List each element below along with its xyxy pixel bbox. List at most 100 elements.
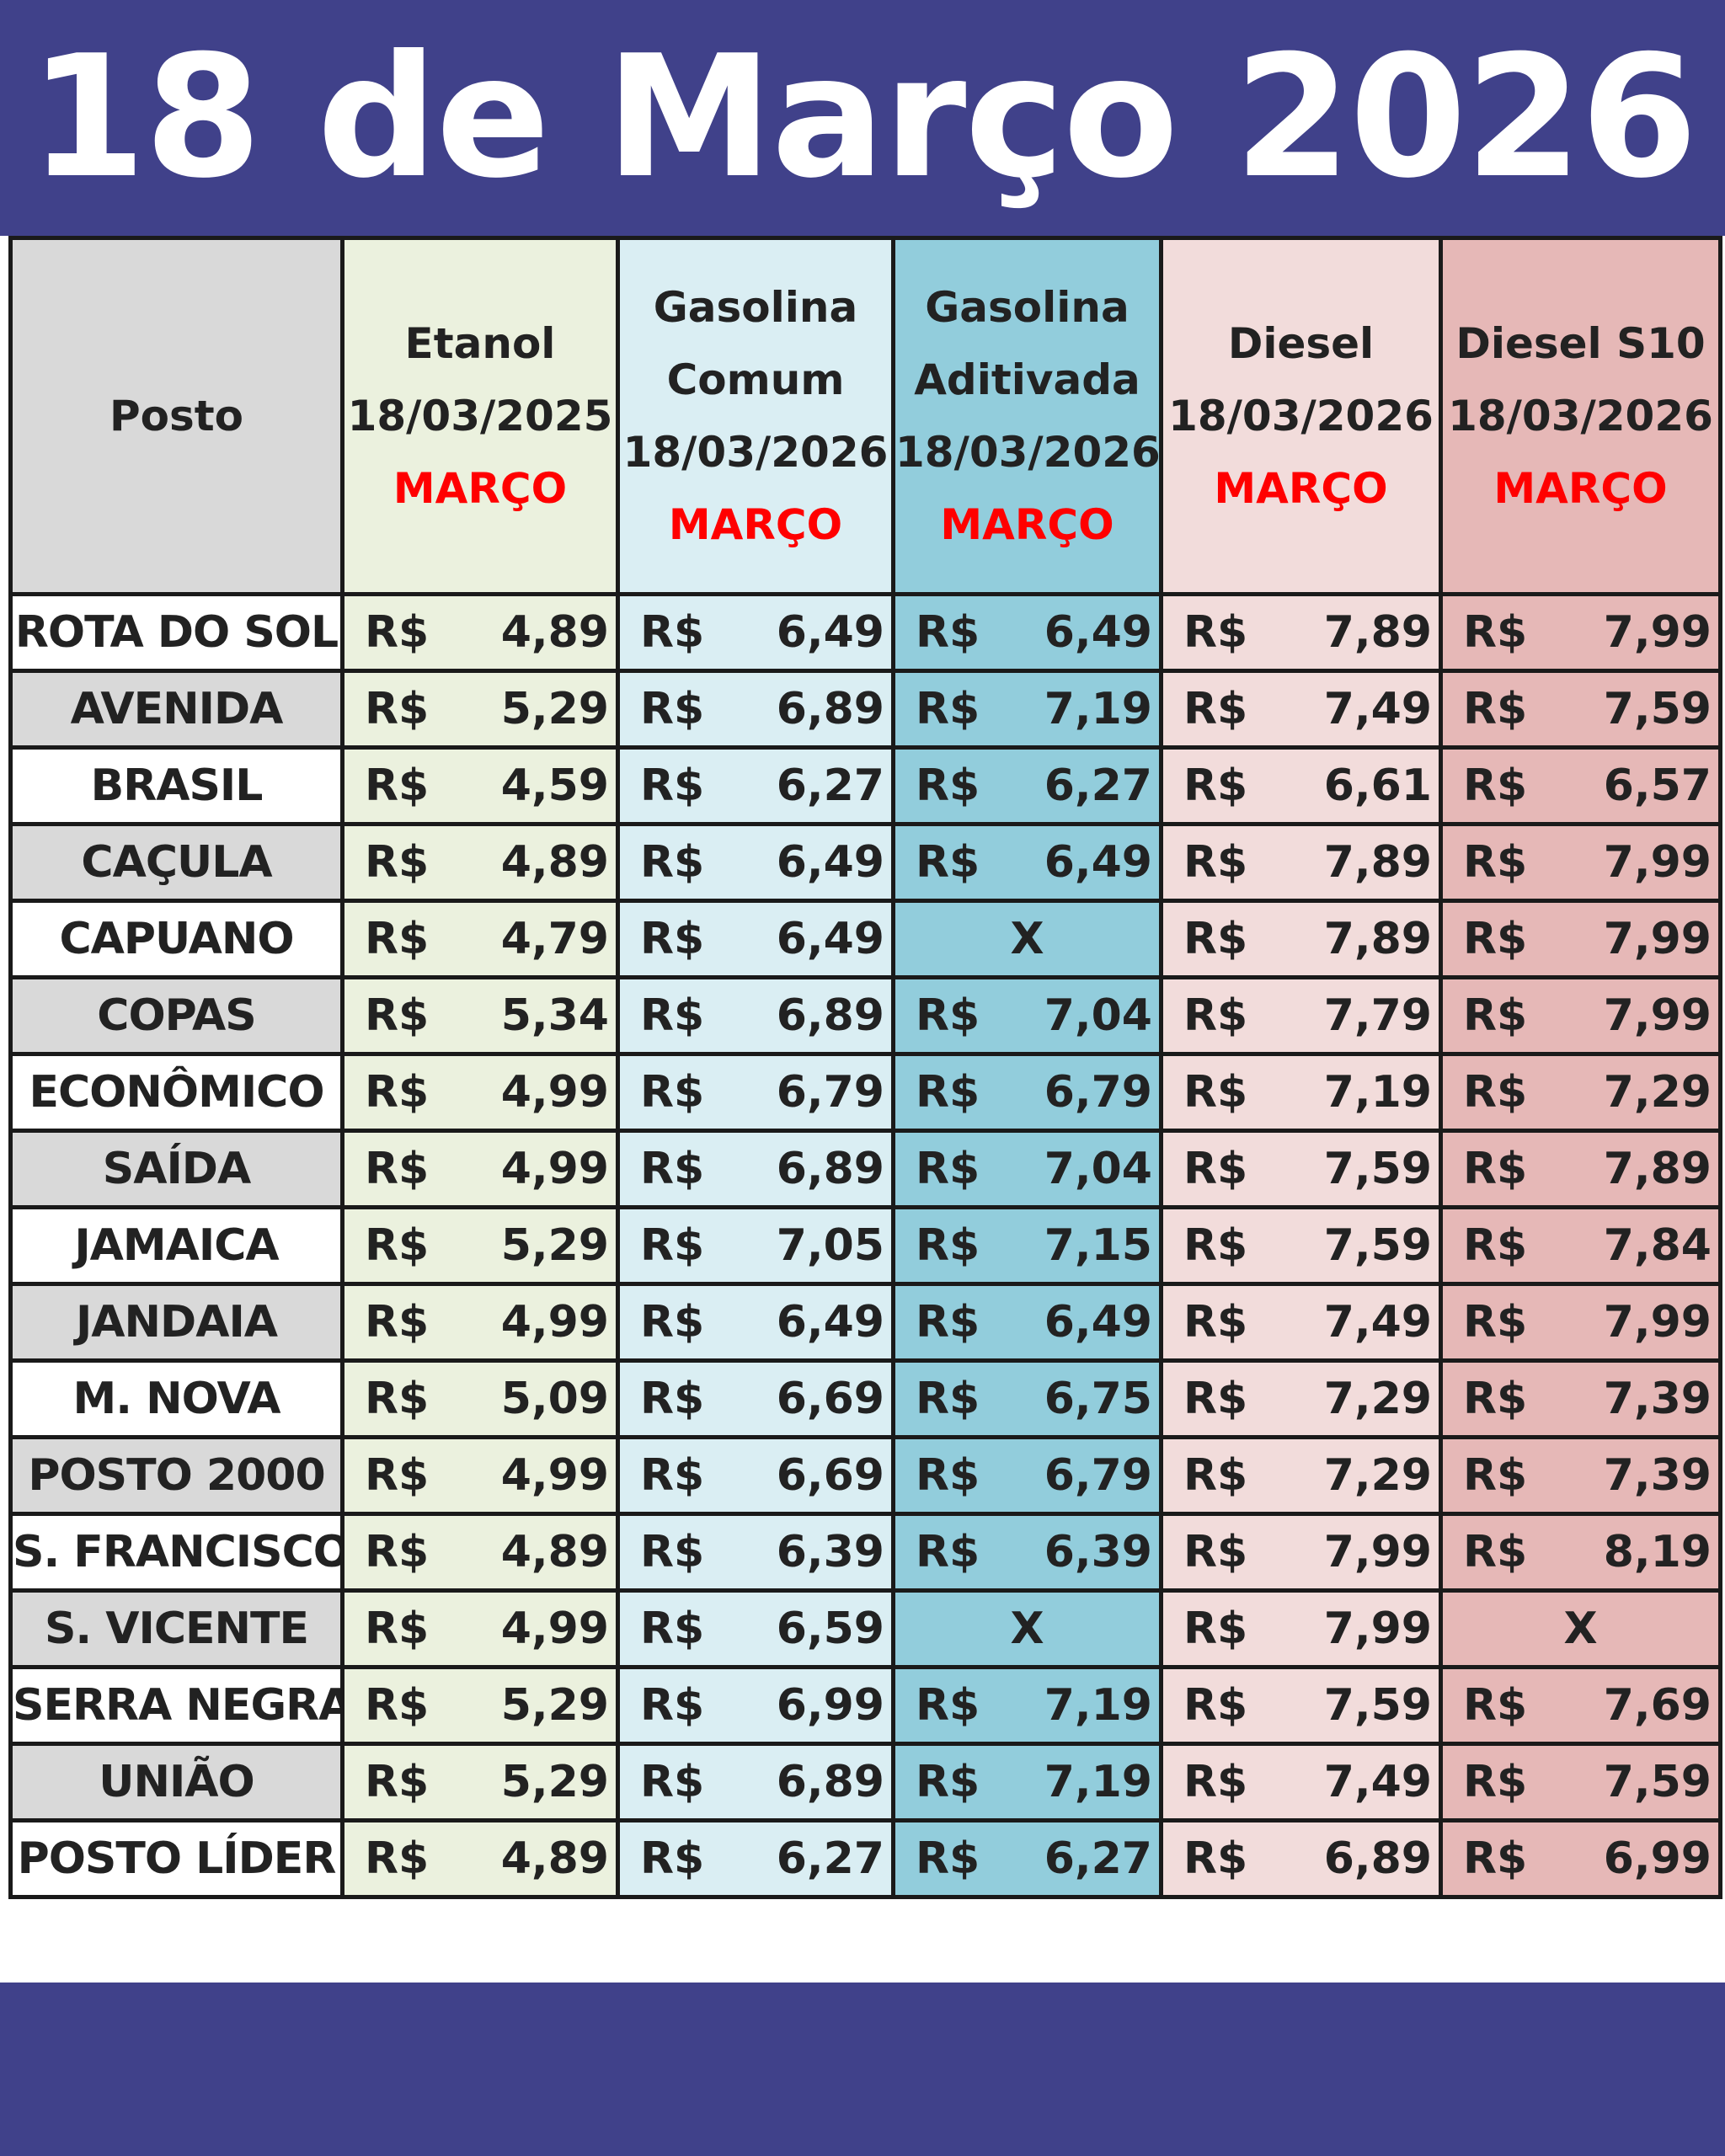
currency-symbol: R$ bbox=[365, 1144, 430, 1194]
price-cell: R$ 6,39 bbox=[891, 1512, 1163, 1593]
currency-symbol: R$ bbox=[916, 990, 980, 1041]
currency-symbol: R$ bbox=[640, 837, 705, 888]
price-cell: R$ 7,59 bbox=[1439, 1742, 1722, 1822]
price-value: R$ 7,19 bbox=[898, 1680, 1157, 1731]
header-s10: Diesel S10 18/03/2026 MARÇO bbox=[1439, 236, 1722, 596]
currency-symbol: R$ bbox=[365, 837, 430, 888]
price-value: R$ 6,61 bbox=[1166, 760, 1437, 811]
header-line: Comum bbox=[666, 355, 845, 404]
price-amount: 6,39 bbox=[776, 1527, 884, 1577]
posto-name: ECONÔMICO bbox=[8, 1052, 344, 1133]
currency-symbol: R$ bbox=[365, 1220, 430, 1271]
price-cell: R$ 6,89 bbox=[616, 669, 895, 750]
currency-symbol: R$ bbox=[1463, 1450, 1528, 1501]
price-cell: R$ 6,75 bbox=[891, 1358, 1163, 1439]
price-cell: R$ 7,29 bbox=[1439, 1052, 1722, 1133]
price-value: R$ 7,19 bbox=[898, 684, 1157, 734]
price-amount: 4,59 bbox=[500, 760, 609, 811]
table-row: BRASIL R$ 4,59 R$ 6,27 R$ 6,27 R$ 6,61 R$ 6,57 bbox=[8, 745, 1722, 826]
currency-symbol: R$ bbox=[365, 1067, 430, 1118]
price-value: R$ 7,39 bbox=[1445, 1450, 1717, 1501]
price-amount: 4,99 bbox=[500, 1297, 609, 1348]
currency-symbol: R$ bbox=[1183, 684, 1248, 734]
currency-symbol: R$ bbox=[640, 1527, 705, 1577]
currency-symbol: R$ bbox=[365, 1757, 430, 1807]
price-value: R$ 6,27 bbox=[898, 760, 1157, 811]
price-value: R$ 7,15 bbox=[898, 1220, 1157, 1271]
price-amount: 7,59 bbox=[1323, 1144, 1432, 1194]
price-value: R$ 6,49 bbox=[622, 837, 889, 888]
price-cell: R$ 5,29 bbox=[340, 669, 620, 750]
price-value: R$ 6,49 bbox=[898, 837, 1157, 888]
price-value: R$ 6,89 bbox=[622, 1757, 889, 1807]
price-amount: 7,49 bbox=[1323, 684, 1432, 734]
price-amount: 7,49 bbox=[1323, 1757, 1432, 1807]
price-cell: R$ 4,89 bbox=[340, 1512, 620, 1593]
price-amount: 6,89 bbox=[1323, 1833, 1432, 1884]
price-value: R$ 4,59 bbox=[347, 760, 614, 811]
currency-symbol: R$ bbox=[1183, 607, 1248, 658]
price-value: R$ 6,49 bbox=[898, 1297, 1157, 1348]
price-cell: R$ 6,49 bbox=[891, 822, 1163, 903]
header-line: 18/03/2026 bbox=[622, 428, 889, 477]
price-value: R$ 6,27 bbox=[898, 1833, 1157, 1884]
price-cell: R$ 6,49 bbox=[616, 822, 895, 903]
price-cell: R$ 6,59 bbox=[616, 1588, 895, 1669]
price-unavailable: X bbox=[1439, 1588, 1722, 1669]
price-amount: 7,29 bbox=[1603, 1067, 1712, 1118]
price-cell: R$ 4,99 bbox=[340, 1588, 620, 1669]
price-cell: R$ 8,19 bbox=[1439, 1512, 1722, 1593]
price-value: R$ 7,05 bbox=[622, 1220, 889, 1271]
price-cell: R$ 7,89 bbox=[1439, 1129, 1722, 1209]
price-cell: R$ 7,29 bbox=[1159, 1435, 1443, 1516]
currency-symbol: R$ bbox=[640, 1067, 705, 1118]
currency-symbol: R$ bbox=[1183, 914, 1248, 964]
price-amount: 7,39 bbox=[1603, 1374, 1712, 1424]
price-cell: R$ 7,69 bbox=[1439, 1665, 1722, 1746]
month-label: MARÇO bbox=[1493, 464, 1668, 513]
currency-symbol: R$ bbox=[916, 1680, 980, 1731]
price-amount: 7,59 bbox=[1323, 1680, 1432, 1731]
price-sheet: Posto Etanol 18/03/2025 MARÇO Gasolina Comum… bbox=[0, 236, 1725, 1983]
currency-symbol: R$ bbox=[916, 1833, 980, 1884]
currency-symbol: R$ bbox=[1463, 914, 1528, 964]
price-cell: R$ 4,99 bbox=[340, 1052, 620, 1133]
price-value: R$ 5,34 bbox=[347, 990, 614, 1041]
price-cell: R$ 6,99 bbox=[616, 1665, 895, 1746]
currency-symbol: R$ bbox=[640, 914, 705, 964]
price-cell: R$ 7,19 bbox=[891, 669, 1163, 750]
price-cell: R$ 5,29 bbox=[340, 1742, 620, 1822]
price-cell: R$ 6,49 bbox=[891, 592, 1163, 673]
price-cell: R$ 7,19 bbox=[1159, 1052, 1443, 1133]
currency-symbol: R$ bbox=[916, 1297, 980, 1348]
price-cell: R$ 6,27 bbox=[616, 1818, 895, 1899]
posto-name: COPAS bbox=[8, 975, 344, 1056]
price-cell: R$ 7,15 bbox=[891, 1205, 1163, 1286]
posto-name: JAMAICA bbox=[8, 1205, 344, 1286]
price-value: R$ 5,29 bbox=[347, 1757, 614, 1807]
price-value: R$ 7,89 bbox=[1166, 914, 1437, 964]
price-value: R$ 8,19 bbox=[1445, 1527, 1717, 1577]
price-value: R$ 6,79 bbox=[622, 1067, 889, 1118]
price-cell: R$ 7,59 bbox=[1439, 669, 1722, 750]
currency-symbol: R$ bbox=[365, 760, 430, 811]
currency-symbol: R$ bbox=[1183, 1527, 1248, 1577]
price-value: R$ 7,59 bbox=[1166, 1220, 1437, 1271]
price-amount: 7,99 bbox=[1603, 914, 1712, 964]
price-amount: 4,89 bbox=[500, 1833, 609, 1884]
price-amount: 6,59 bbox=[776, 1604, 884, 1654]
price-value: R$ 7,89 bbox=[1445, 1144, 1717, 1194]
price-cell: R$ 6,99 bbox=[1439, 1818, 1722, 1899]
posto-name: JANDAIA bbox=[8, 1282, 344, 1363]
price-amount: 6,89 bbox=[776, 990, 884, 1041]
currency-symbol: R$ bbox=[1463, 1833, 1528, 1884]
table-row: S. VICENTE R$ 4,99 R$ 6,59 X R$ 7,99 X bbox=[8, 1588, 1722, 1669]
table-row: ROTA DO SOL R$ 4,89 R$ 6,49 R$ 6,49 R$ 7,89 R$ 7,9… bbox=[8, 592, 1722, 673]
header-line: 18/03/2026 bbox=[1448, 392, 1713, 440]
price-cell: R$ 6,89 bbox=[616, 975, 895, 1056]
price-value: R$ 7,99 bbox=[1445, 990, 1717, 1041]
table-row: ECONÔMICO R$ 4,99 R$ 6,79 R$ 6,79 R$ 7,19 R$ 7,29 bbox=[8, 1052, 1722, 1133]
price-cell: R$ 7,89 bbox=[1159, 822, 1443, 903]
currency-symbol: R$ bbox=[365, 1833, 430, 1884]
price-value: R$ 6,39 bbox=[622, 1527, 889, 1577]
